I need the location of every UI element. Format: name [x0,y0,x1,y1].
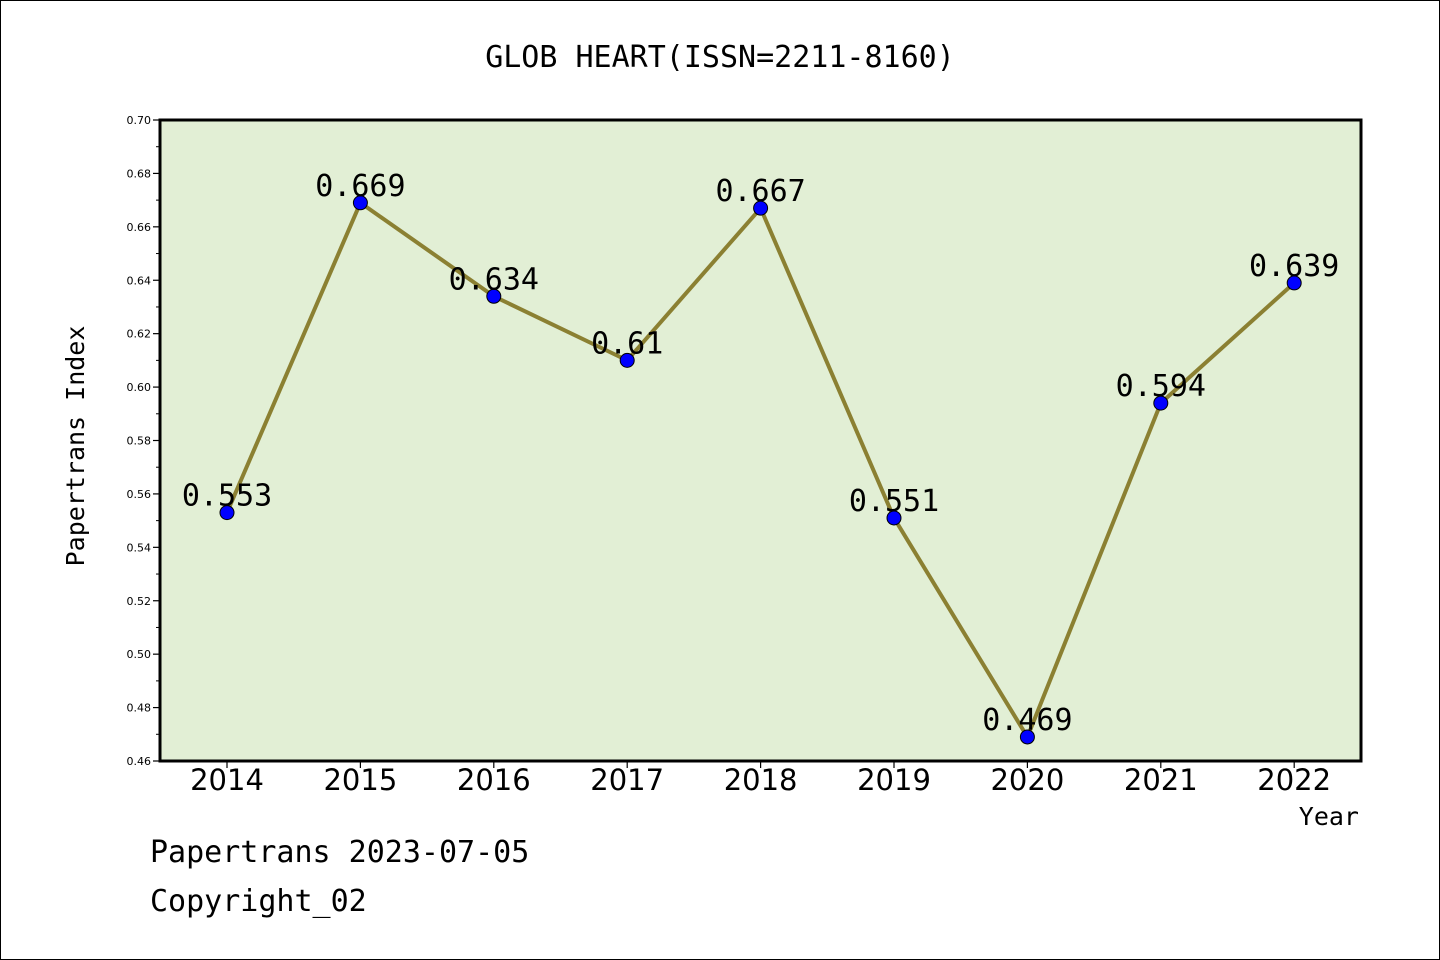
y-tick-label: 0.56 [127,488,152,501]
data-point [619,352,635,368]
chart-title: GLOB HEART(ISSN=2211-8160) [485,40,955,75]
data-point [1286,275,1302,291]
y-tick-label: 0.64 [127,274,152,287]
y-axis: 0.46 0.48 0.50 0.52 0.54 0.56 0.58 0.60 0.62 0.64… [127,114,160,768]
data-labels: 0.553 0.669 0.634 0.61 0.667 0.551 0.469 0.594 0… [182,169,1340,738]
footer-date: Papertrans 2023-07-05 [150,835,530,870]
x-tick-label: 2021 [1124,763,1198,797]
plot-area [160,120,1361,761]
data-point [753,200,769,216]
x-tick-label: 2016 [457,763,531,797]
y-tick-label: 0.60 [127,381,152,394]
x-tick-label: 2022 [1257,763,1331,797]
plot-border [158,118,1363,763]
y-tick-label: 0.48 [127,702,152,715]
x-axis: 2014 2015 2016 2017 2018 2019 2020 2021 2022 [190,761,1331,797]
y-tick-label: 0.68 [127,167,152,180]
data-label: 0.469 [982,703,1072,738]
data-label: 0.669 [315,169,405,204]
x-tick-label: 2015 [323,763,397,797]
data-point [1153,395,1169,411]
x-tick-label: 2014 [190,763,264,797]
data-label: 0.551 [849,484,939,519]
data-point [886,510,902,526]
y-tick-label: 0.70 [127,114,152,127]
data-label: 0.634 [449,262,539,297]
y-tick-label: 0.58 [127,435,152,448]
y-tick-label: 0.46 [127,755,152,768]
x-tick-label: 2020 [990,763,1064,797]
x-axis-label: Year [1299,802,1359,831]
data-label: 0.61 [591,326,663,361]
y-tick-label: 0.54 [127,541,152,554]
series-markers [219,195,1302,745]
y-tick-label: 0.52 [127,595,152,608]
y-axis-label: Papertrans Index [61,326,90,567]
y-tick-label: 0.66 [127,221,152,234]
x-tick-label: 2017 [590,763,664,797]
data-point [486,288,502,304]
x-tick-label: 2018 [724,763,798,797]
data-label: 0.594 [1116,369,1206,404]
data-point [1019,729,1035,745]
y-tick-label: 0.62 [127,328,152,341]
data-point [352,195,368,211]
data-label: 0.667 [715,174,805,209]
data-label: 0.553 [182,479,272,514]
data-point [219,505,235,521]
data-label: 0.639 [1249,249,1339,284]
footer-copyright: Copyright_02 [150,884,367,919]
y-tick-label: 0.50 [127,648,152,661]
x-tick-label: 2019 [857,763,931,797]
